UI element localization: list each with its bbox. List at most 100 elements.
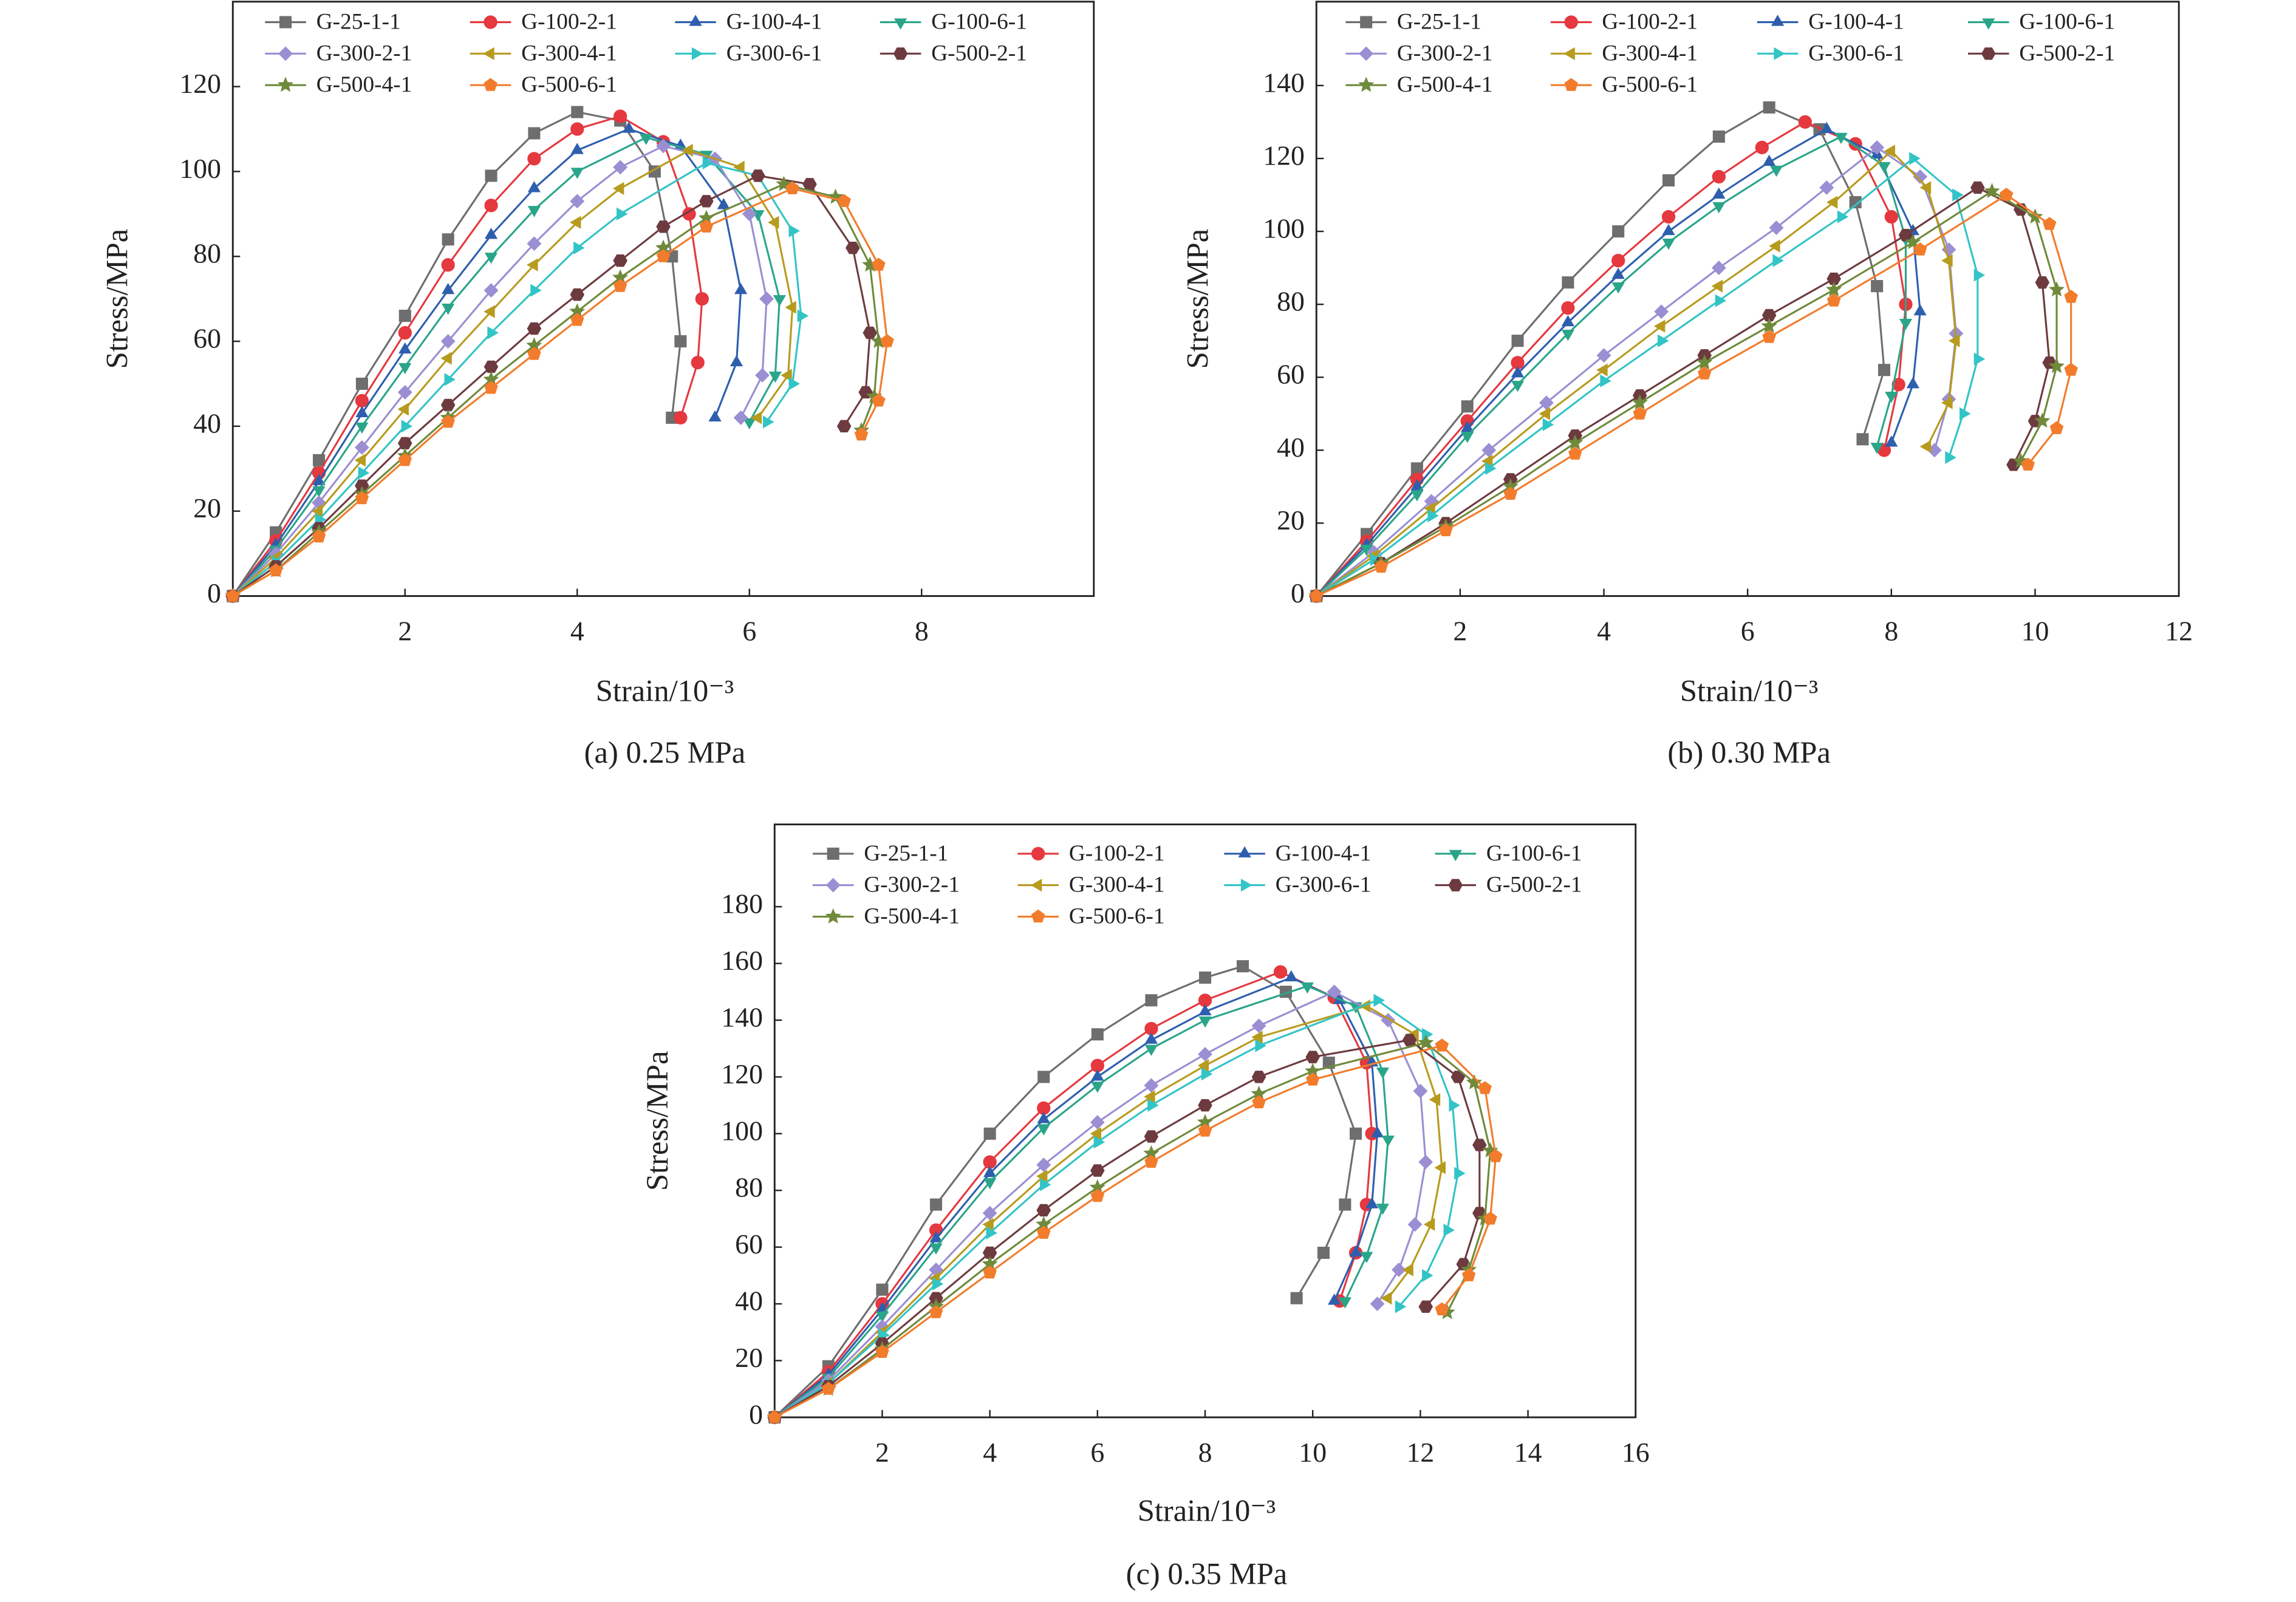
marker bbox=[570, 313, 584, 326]
marker bbox=[1091, 1069, 1104, 1081]
marker bbox=[1251, 1018, 1266, 1034]
marker bbox=[797, 309, 809, 322]
marker bbox=[640, 134, 653, 145]
marker bbox=[2064, 290, 2078, 303]
marker bbox=[1884, 210, 1898, 224]
x-axis-title: Strain/10⁻³ bbox=[1138, 1494, 1276, 1528]
legend-label: G-100-4-1 bbox=[726, 9, 822, 34]
y-tick-label: 180 bbox=[721, 888, 763, 919]
marker bbox=[483, 47, 494, 60]
marker bbox=[674, 411, 688, 425]
marker bbox=[1959, 407, 1971, 420]
marker bbox=[1941, 396, 1953, 409]
marker bbox=[1461, 420, 1474, 432]
marker bbox=[444, 373, 456, 386]
marker bbox=[613, 279, 627, 292]
marker bbox=[893, 47, 908, 60]
marker bbox=[932, 1277, 944, 1291]
marker bbox=[1144, 1045, 1158, 1056]
marker bbox=[983, 1178, 997, 1190]
marker bbox=[1402, 1263, 1413, 1276]
y-tick-label: 60 bbox=[735, 1229, 763, 1259]
marker bbox=[398, 452, 412, 466]
marker bbox=[1402, 1034, 1417, 1046]
marker bbox=[1037, 1071, 1050, 1083]
marker bbox=[1090, 1164, 1105, 1177]
marker bbox=[1906, 377, 1919, 389]
marker bbox=[1631, 394, 1648, 410]
marker bbox=[442, 282, 455, 295]
marker bbox=[1090, 1115, 1105, 1130]
marker bbox=[613, 254, 627, 267]
marker bbox=[825, 908, 841, 924]
marker bbox=[483, 15, 497, 29]
marker bbox=[1461, 400, 1474, 413]
marker bbox=[441, 258, 455, 272]
marker bbox=[1877, 364, 1891, 377]
marker bbox=[1407, 1217, 1423, 1232]
marker bbox=[1198, 1016, 1212, 1028]
marker bbox=[1870, 443, 1884, 454]
marker bbox=[570, 122, 584, 136]
marker bbox=[1763, 101, 1775, 114]
y-tick-label: 100 bbox=[721, 1115, 763, 1146]
marker bbox=[1198, 1004, 1212, 1016]
y-tick-label: 60 bbox=[1277, 359, 1305, 390]
marker bbox=[1905, 234, 1921, 250]
marker bbox=[1712, 202, 1726, 214]
marker bbox=[1871, 280, 1884, 293]
marker bbox=[1696, 354, 1713, 370]
marker bbox=[1423, 1218, 1435, 1231]
x-tick-label: 14 bbox=[1514, 1437, 1542, 1468]
marker bbox=[1040, 1178, 1051, 1191]
marker bbox=[1427, 509, 1439, 523]
series bbox=[767, 1034, 1498, 1425]
marker bbox=[1438, 523, 1453, 536]
marker bbox=[1769, 165, 1783, 177]
legend-label: G-300-2-1 bbox=[864, 873, 960, 898]
legend-label: G-25-1-1 bbox=[864, 841, 948, 866]
marker bbox=[530, 284, 542, 297]
marker bbox=[1201, 1068, 1213, 1081]
x-tick-label: 16 bbox=[1622, 1437, 1650, 1468]
series bbox=[227, 106, 687, 602]
x-tick-label: 2 bbox=[875, 1437, 889, 1468]
legend-label: G-500-4-1 bbox=[864, 904, 960, 929]
marker bbox=[1563, 47, 1575, 60]
legend-label: G-100-4-1 bbox=[1808, 9, 1904, 34]
series-line bbox=[1316, 128, 1921, 597]
marker bbox=[1769, 220, 1784, 235]
marker bbox=[355, 491, 369, 505]
marker bbox=[441, 415, 455, 428]
series-line bbox=[232, 145, 768, 597]
marker bbox=[986, 1226, 997, 1239]
marker bbox=[656, 138, 671, 154]
legend-label: G-100-2-1 bbox=[1069, 841, 1165, 866]
marker bbox=[1761, 318, 1777, 333]
marker bbox=[708, 410, 722, 422]
marker bbox=[729, 355, 743, 367]
series-line bbox=[1316, 146, 1957, 597]
marker bbox=[1090, 1127, 1101, 1140]
series bbox=[226, 181, 894, 602]
marker bbox=[1392, 1263, 1406, 1277]
marker bbox=[2021, 457, 2035, 471]
marker bbox=[699, 195, 714, 208]
marker bbox=[1252, 1095, 1266, 1108]
marker bbox=[750, 411, 762, 424]
series-line bbox=[774, 990, 1427, 1419]
marker bbox=[1941, 254, 1953, 267]
series bbox=[767, 1034, 1487, 1424]
marker bbox=[699, 219, 714, 233]
marker bbox=[398, 326, 412, 340]
marker bbox=[1877, 162, 1891, 174]
marker bbox=[398, 437, 412, 450]
series-line bbox=[232, 183, 880, 597]
marker bbox=[1374, 559, 1388, 573]
marker bbox=[1984, 183, 2000, 199]
marker bbox=[1435, 1302, 1449, 1315]
marker bbox=[487, 326, 499, 339]
marker bbox=[682, 207, 696, 221]
